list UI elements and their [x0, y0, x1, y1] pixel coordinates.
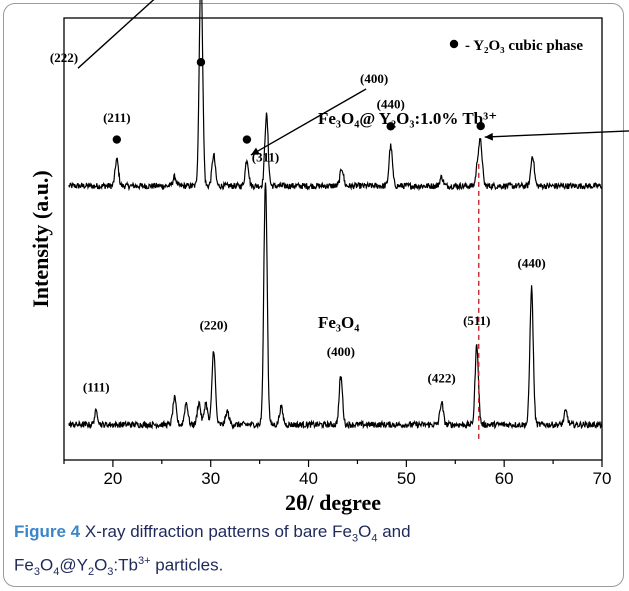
x-tick-label: 50 — [397, 469, 416, 488]
y2o3-dot-4 — [476, 121, 485, 131]
peak-label: (220) — [200, 318, 228, 333]
peak-label: (211) — [103, 110, 130, 125]
peak-label: (311) — [252, 150, 279, 165]
y2o3-dot-1 — [196, 58, 206, 67]
x-axis-label: 2θ/ degree — [285, 490, 381, 515]
y2o3-dot-0 — [112, 135, 122, 144]
peak-arrow — [77, 0, 155, 69]
series-line-0 — [68, 0, 603, 192]
caption-text-1: X-ray diffraction patterns of bare Fe — [84, 522, 352, 541]
x-tick-label: 30 — [201, 469, 220, 488]
peak-label: (511) — [463, 313, 490, 328]
peak-arrowhead — [484, 132, 493, 141]
x-tick-label: 60 — [495, 469, 514, 488]
x-tick-label: 70 — [593, 469, 612, 488]
figure-caption: Figure 4 X-ray diffraction patterns of b… — [14, 522, 411, 579]
legend-label: - Y₂O₃ cubic phase — [465, 38, 583, 54]
series-line-1 — [68, 182, 603, 430]
peak-label: (400) — [327, 344, 355, 359]
plot-area — [63, 17, 603, 461]
peak-label: (111) — [83, 379, 110, 394]
peak-label: (422) — [427, 371, 455, 386]
peak-arrow — [250, 88, 367, 156]
peak-label: (440) — [377, 97, 405, 112]
peak-label: (222) — [50, 50, 78, 65]
peak-label: (400) — [360, 71, 388, 86]
series-name-0: Fe₃O₄@ Y₂O₃:1.0% Tb³⁺ — [318, 109, 497, 128]
xrd-chart: 20 30 40 50 60 70 2θ/ degree Intensity (a.u.) (2… — [28, 0, 629, 515]
x-tick-label: 20 — [103, 469, 122, 488]
figure-frame — [3, 3, 624, 587]
peak-label: (440) — [517, 256, 545, 271]
y2o3-dot-2 — [242, 135, 252, 144]
x-tick-label: 40 — [299, 469, 318, 488]
legend-dot — [449, 39, 459, 49]
y2o3-dot-3 — [386, 122, 395, 131]
peak-arrowhead — [250, 147, 260, 156]
caption-label: Figure 4 — [14, 522, 81, 541]
peak-arrow — [484, 130, 629, 138]
y-axis-label: Intensity (a.u.) — [28, 170, 53, 308]
series-name-1: Fe₃O₄ — [318, 313, 359, 332]
